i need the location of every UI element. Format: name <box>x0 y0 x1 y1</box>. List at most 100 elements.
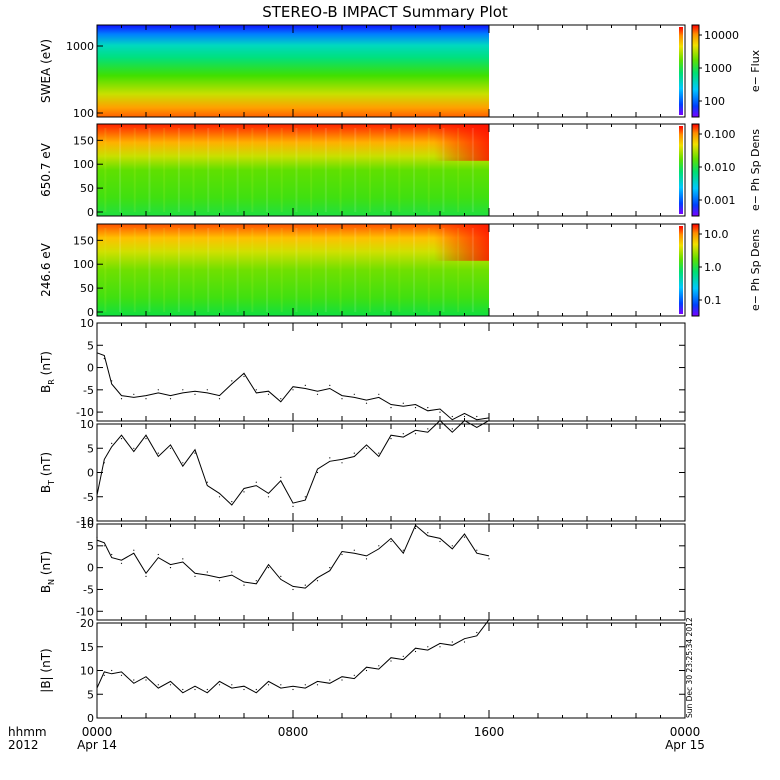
y-tick-label: 5 <box>87 339 94 352</box>
data-point <box>169 684 172 686</box>
data-point <box>316 684 319 686</box>
panel-3: 0 50 100 150 0.1 1.0 10.0 e− Ph Sp Dens 246.6 eV <box>39 223 762 319</box>
data-point <box>353 393 355 395</box>
data-point <box>182 462 184 464</box>
spectrogram-stripe <box>339 228 342 312</box>
data-point <box>111 442 113 444</box>
data-point <box>414 407 417 409</box>
spectrogram-stripe <box>133 128 136 212</box>
data-point <box>414 433 417 435</box>
data-point <box>206 571 208 573</box>
y-tick-label: 20 <box>80 617 94 630</box>
data-point <box>414 650 417 653</box>
data-point <box>120 674 123 676</box>
data-point <box>218 684 221 686</box>
y-tick-label: 5 <box>87 442 94 455</box>
data-point <box>390 407 392 409</box>
spectrogram-stripe <box>221 128 224 212</box>
y-tick-label: 150 <box>73 234 94 247</box>
spectrogram-stripe <box>383 228 386 312</box>
spectrogram-stripe <box>368 228 371 312</box>
data-point <box>206 389 208 391</box>
data-point <box>231 684 233 686</box>
data-point <box>194 688 196 691</box>
data-point <box>439 540 441 543</box>
data-point <box>451 545 453 547</box>
spectrogram-stripe <box>413 128 416 212</box>
data-point <box>111 553 113 556</box>
data-point <box>243 375 245 378</box>
data-point <box>267 567 270 569</box>
spectrogram-stripe <box>148 228 151 312</box>
colorbar-label: e− Flux <box>749 49 762 92</box>
x-tick-label: 0000 <box>82 725 113 739</box>
panel-5: -10 -5 0 5 10 BT (nT) <box>39 418 686 528</box>
x-tick-label: 0000 <box>670 725 701 739</box>
data-point <box>414 527 417 530</box>
data-point <box>292 505 294 507</box>
data-point <box>218 496 221 498</box>
spectrogram-stripe <box>280 128 283 212</box>
colorbar-label: e− Ph Sp Dens <box>749 229 762 311</box>
series-line <box>96 419 490 506</box>
spectrogram-highlight <box>366 224 489 261</box>
data-point <box>402 655 404 657</box>
data-point <box>329 567 331 569</box>
spectrogram-stripe <box>398 228 401 312</box>
y-tick-label: 10 <box>80 665 94 678</box>
data-point <box>133 393 135 395</box>
data-point <box>169 398 172 400</box>
data-point <box>103 462 105 464</box>
spectrogram-stripe <box>192 228 195 312</box>
data-point <box>267 393 270 395</box>
y-tick-label: -5 <box>83 491 94 504</box>
data-point <box>402 402 404 404</box>
colorbar-label: e− Ph Sp Dens <box>749 129 762 211</box>
colorbar-tick-label: 10000 <box>704 29 739 42</box>
y-tick-label: 100 <box>73 107 94 120</box>
spectrogram-stripe <box>427 128 430 212</box>
y-tick-label: 100 <box>73 158 94 171</box>
data-point <box>231 501 233 503</box>
data-point <box>439 411 441 413</box>
data-point <box>182 558 184 560</box>
data-point <box>267 684 270 686</box>
spectrogram-stripe <box>221 228 224 312</box>
spectrogram-highlight <box>366 124 489 161</box>
data-point <box>103 674 105 676</box>
colorbar-gradient <box>691 123 700 217</box>
spectrogram-stripe <box>104 128 107 212</box>
data-point <box>365 558 368 560</box>
spectrogram-stripe <box>354 228 357 312</box>
spectrogram-stripe <box>471 228 474 312</box>
data-point <box>280 684 282 686</box>
data-point <box>280 398 282 400</box>
data-point <box>463 641 466 643</box>
x-tick-label: 1600 <box>474 725 505 739</box>
y-tick-label: 0 <box>87 712 94 725</box>
spectrogram-stripe <box>339 128 342 212</box>
spectrogram-stripe <box>324 128 327 212</box>
data-point <box>365 669 368 672</box>
y-tick-label: -10 <box>76 406 94 419</box>
y-tick-label: -10 <box>76 605 94 618</box>
colorbar-tick-label: 1.0 <box>704 261 722 274</box>
spectrogram-stripe <box>133 228 136 312</box>
y-tick-label: 5 <box>87 688 94 701</box>
y-tick-label: 15 <box>80 641 94 654</box>
y-tick-label: 1000 <box>66 40 94 53</box>
data-point <box>378 545 380 547</box>
data-point <box>231 571 233 573</box>
data-point <box>476 549 478 551</box>
data-point <box>341 553 343 556</box>
series-line <box>96 524 490 589</box>
y-axis-label: 650.7 eV <box>39 142 53 197</box>
spectrogram-stripe <box>177 128 180 212</box>
y-tick-label: 10 <box>80 418 94 431</box>
colorbar-tick-label: 10.0 <box>704 228 729 241</box>
data-point <box>231 380 233 382</box>
data-point <box>145 438 147 440</box>
spectrogram-stripe <box>310 228 313 312</box>
data-point <box>304 496 306 498</box>
data-point <box>169 567 172 569</box>
